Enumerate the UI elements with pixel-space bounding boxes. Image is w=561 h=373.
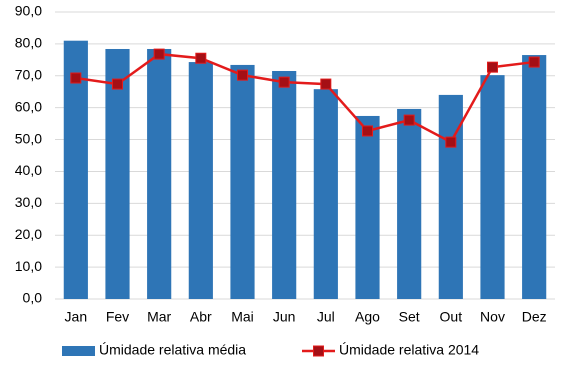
- bar: [188, 62, 213, 300]
- x-tick-label: Fev: [106, 309, 129, 325]
- marker: [70, 72, 82, 84]
- bar: [105, 48, 130, 299]
- y-tick-label: 90,0: [15, 3, 42, 19]
- y-tick-label: 40,0: [15, 162, 42, 178]
- x-tick-label: Nov: [480, 309, 505, 325]
- marker: [237, 69, 248, 81]
- x-tick-label: Ago: [355, 309, 380, 325]
- marker: [487, 61, 498, 73]
- marker: [195, 52, 207, 64]
- x-tick-label: Mar: [147, 309, 171, 325]
- marker: [528, 56, 540, 68]
- y-tick-label: 50,0: [15, 130, 42, 146]
- bar: [230, 64, 255, 300]
- marker: [445, 136, 457, 148]
- x-tick-label: Mai: [231, 309, 254, 325]
- line: [75, 52, 535, 144]
- bar: [355, 115, 380, 299]
- x-tick-label: Set: [399, 309, 420, 325]
- bar: [147, 48, 172, 299]
- marker: [153, 48, 165, 60]
- x-tick-label: Jun: [273, 309, 296, 325]
- y-tick-label: 80,0: [15, 35, 42, 51]
- bar: [397, 108, 422, 299]
- y-tick-label: 70,0: [15, 66, 42, 82]
- y-tick-label: 20,0: [15, 226, 42, 242]
- x-tick-label: Out: [440, 309, 463, 325]
- legend-swatch: [313, 345, 324, 357]
- y-tick-label: 30,0: [15, 194, 42, 210]
- bar: [272, 70, 297, 299]
- x-tick-label: Jan: [65, 309, 88, 325]
- bar: [313, 89, 338, 299]
- bar: [63, 40, 88, 299]
- x-tick-label: Dez: [522, 309, 547, 325]
- marker: [278, 76, 290, 88]
- legend-label: Úmidade relativa média: [99, 342, 246, 358]
- y-tick-label: 0,0: [23, 290, 43, 306]
- x-tick-label: Jul: [317, 309, 335, 325]
- marker: [112, 78, 123, 90]
- y-tick-label: 10,0: [15, 258, 42, 274]
- y-tick-label: 60,0: [15, 98, 42, 114]
- bar: [522, 55, 547, 299]
- bar: [480, 75, 505, 299]
- legend-label: Úmidade relativa 2014: [339, 342, 479, 358]
- legend-swatch: [62, 346, 95, 356]
- x-tick-label: Abr: [190, 309, 212, 325]
- marker: [403, 114, 415, 126]
- marker: [362, 125, 373, 137]
- marker: [320, 78, 332, 90]
